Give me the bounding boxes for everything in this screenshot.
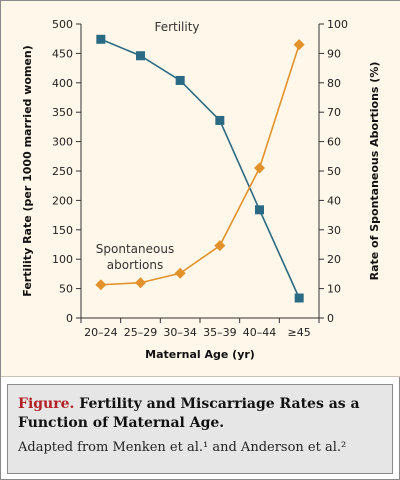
- left-tick-label: 100: [52, 253, 73, 266]
- abortion-point: [254, 162, 265, 174]
- right-tick-label: 20: [327, 253, 341, 266]
- left-tick-label: 0: [66, 312, 73, 325]
- fertility-line: [100, 38, 300, 299]
- left-tick-label: 50: [59, 283, 73, 296]
- right-ticks: 0 10 20 30 40 50 60 70 80 90 100: [319, 18, 348, 325]
- left-axis-title: Fertility Rate (per 1000 married women): [21, 45, 34, 296]
- right-tick-label: 0: [327, 312, 334, 325]
- fertility-point: [136, 51, 145, 61]
- x-tick-label: 40–44: [243, 326, 277, 339]
- abortion-series-label: abortions: [107, 258, 163, 272]
- fertility-point: [294, 293, 304, 303]
- fertility-point: [215, 115, 225, 125]
- left-tick-label: 200: [52, 194, 73, 207]
- figure-caption: Figure. Fertility and Miscarriage Rates …: [7, 384, 393, 474]
- abortion-point: [214, 240, 226, 252]
- right-tick-label: 90: [327, 47, 341, 60]
- right-tick-label: 40: [327, 194, 341, 207]
- x-axis-title: Maternal Age (yr): [145, 348, 255, 361]
- right-tick-label: 60: [327, 136, 341, 149]
- x-ticks: 20–24 25–29 30–34 35–39 40–44 ≥45: [80, 318, 320, 339]
- fertility-point: [175, 75, 185, 85]
- caption-title: Figure. Fertility and Miscarriage Rates …: [18, 395, 382, 433]
- abortion-point: [135, 277, 146, 289]
- right-tick-label: 70: [327, 106, 341, 119]
- left-tick-label: 450: [52, 47, 73, 60]
- caption-source: Adapted from Menken et al.¹ and Anderson…: [18, 440, 347, 455]
- abortion-line: [100, 44, 300, 286]
- right-axis-title: Rate of Spontaneous Abortions (%): [368, 62, 381, 281]
- left-tick-label: 350: [52, 106, 73, 119]
- abortion-point: [174, 267, 186, 279]
- axes: [80, 24, 320, 319]
- x-tick-label: 35–39: [203, 326, 237, 339]
- fertility-point: [255, 205, 264, 215]
- caption-title-text: Fertility and Miscarriage Rates as a Fun…: [18, 396, 360, 431]
- right-tick-label: 100: [327, 18, 348, 31]
- caption-lead: Figure.: [18, 396, 75, 412]
- abortion-series-label: Spontaneous: [96, 242, 174, 256]
- series: [95, 34, 305, 303]
- x-tick-label: ≥45: [288, 326, 311, 339]
- x-tick-label: 25–29: [124, 326, 158, 339]
- abortion-point: [95, 279, 107, 291]
- fertility-series-label: Fertility: [154, 20, 199, 34]
- plot-area: 0 50 100 150 200 250 300 350 400 450 500 0 10 20 30 40…: [1, 1, 400, 377]
- x-tick-label: 30–34: [163, 326, 197, 339]
- right-tick-label: 80: [327, 77, 341, 90]
- abortion-point: [293, 39, 305, 51]
- left-tick-label: 250: [52, 165, 73, 178]
- right-tick-label: 30: [327, 224, 341, 237]
- left-tick-label: 500: [52, 18, 73, 31]
- fertility-point: [96, 34, 106, 44]
- right-tick-label: 10: [327, 283, 341, 296]
- left-ticks: 0 50 100 150 200 250 300 350 400 450 500: [52, 18, 81, 325]
- left-tick-label: 300: [52, 136, 73, 149]
- fertility-miscarriage-chart: 0 50 100 150 200 250 300 350 400 450 500 0 10 20 30 40…: [21, 18, 381, 361]
- left-tick-label: 400: [52, 77, 73, 90]
- right-tick-label: 50: [327, 165, 341, 178]
- labels: Maternal Age (yr) Fertility Rate (per 100…: [21, 20, 381, 361]
- left-tick-label: 150: [52, 224, 73, 237]
- x-tick-label: 20–24: [84, 326, 118, 339]
